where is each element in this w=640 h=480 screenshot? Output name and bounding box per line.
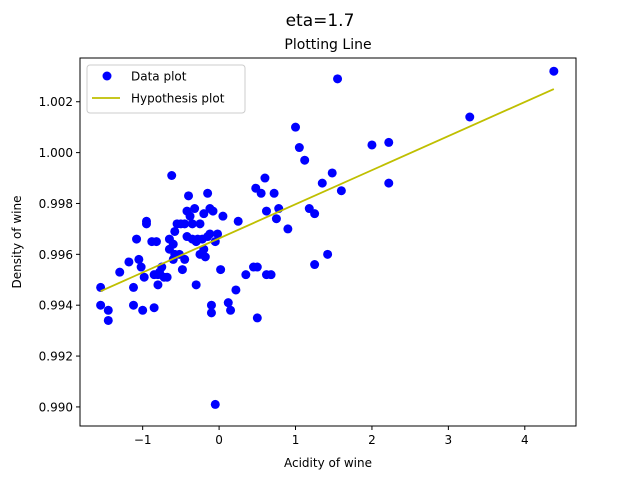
data-point <box>199 209 209 219</box>
legend-label-data-plot: Data plot <box>131 70 187 84</box>
axes: −1 0 1 2 3 4 0.990 0.992 0.994 0.996 0.998 1.000 1.0… <box>39 95 529 447</box>
data-point <box>128 282 138 292</box>
data-point <box>271 214 281 224</box>
data-point <box>200 252 210 262</box>
data-point <box>128 300 138 310</box>
data-point <box>96 300 106 310</box>
y-tick-label: 0.990 <box>39 400 73 414</box>
data-point <box>310 209 320 219</box>
data-point <box>300 155 310 165</box>
y-tick-label: 0.998 <box>39 197 73 211</box>
data-point <box>136 262 146 272</box>
y-tick-label: 1.000 <box>39 146 73 160</box>
data-point <box>252 313 262 323</box>
data-point <box>465 112 475 122</box>
data-point <box>103 305 113 315</box>
data-point <box>195 219 205 229</box>
data-point <box>384 178 394 188</box>
data-point <box>132 234 142 244</box>
data-point <box>226 305 236 315</box>
data-point <box>336 186 346 196</box>
data-point <box>203 188 213 198</box>
data-point <box>167 170 177 180</box>
plot-frame <box>79 57 577 427</box>
data-point <box>327 168 337 178</box>
legend-marker-data-plot <box>102 71 112 81</box>
y-tick-label: 0.992 <box>39 350 73 364</box>
chart-title: Plotting Line <box>284 37 371 53</box>
plot-area <box>80 58 576 426</box>
data-point <box>333 74 343 84</box>
data-point <box>206 300 216 310</box>
y-tick-label: 0.996 <box>39 248 73 262</box>
data-point <box>134 254 144 264</box>
data-point <box>184 191 194 201</box>
data-point <box>384 137 394 147</box>
data-point <box>294 143 304 153</box>
data-point <box>252 262 262 272</box>
data-point <box>218 211 228 221</box>
data-point <box>141 219 151 229</box>
data-point <box>187 219 197 229</box>
data-point <box>190 204 200 214</box>
data-point <box>291 122 301 132</box>
data-point <box>283 224 293 234</box>
hypothesis-line <box>100 88 555 293</box>
x-tick-label: 3 <box>445 433 453 447</box>
x-tick-label: 0 <box>215 433 223 447</box>
legend-frame <box>86 64 246 114</box>
data-point <box>256 188 266 198</box>
data-point <box>206 308 216 318</box>
data-point <box>223 298 233 308</box>
data-point <box>138 305 148 315</box>
data-point <box>177 265 187 275</box>
data-point <box>180 219 190 229</box>
data-point <box>185 211 195 221</box>
data-point <box>103 315 113 325</box>
y-tick-label: 1.002 <box>39 95 73 109</box>
data-point <box>213 229 223 239</box>
x-tick-label: 1 <box>292 433 300 447</box>
y-tick-label: 0.994 <box>39 299 73 313</box>
x-tick-label: −1 <box>134 433 152 447</box>
data-point <box>266 270 276 280</box>
data-point <box>549 66 559 76</box>
chart-marks <box>96 66 559 409</box>
data-point <box>241 270 251 280</box>
data-point <box>233 216 243 226</box>
data-point <box>191 280 201 290</box>
legend: Data plot Hypothesis plot <box>86 64 246 114</box>
data-point <box>162 272 172 282</box>
data-point <box>170 226 180 236</box>
y-axis-label: Density of wine <box>10 196 24 289</box>
data-point <box>367 140 377 150</box>
data-point <box>210 399 220 409</box>
data-point <box>323 249 333 259</box>
data-point <box>260 173 270 183</box>
data-point <box>208 206 218 216</box>
data-point <box>216 265 226 275</box>
x-axis-label: Acidity of wine <box>284 456 372 470</box>
x-tick-label: 2 <box>368 433 376 447</box>
data-point <box>205 229 215 239</box>
data-point <box>139 272 149 282</box>
figure-suptitle: eta=1.7 <box>286 11 355 31</box>
data-point <box>317 178 327 188</box>
data-point <box>124 257 134 267</box>
legend-label-hypothesis-plot: Hypothesis plot <box>131 92 225 106</box>
data-point <box>168 239 178 249</box>
data-point <box>115 267 125 277</box>
data-point <box>269 188 279 198</box>
x-tick-label: 4 <box>521 433 529 447</box>
data-point <box>149 303 159 313</box>
data-point <box>153 280 163 290</box>
data-point <box>231 285 241 295</box>
data-point <box>180 254 190 264</box>
data-point <box>310 260 320 270</box>
data-point <box>261 206 271 216</box>
data-point <box>151 237 161 247</box>
